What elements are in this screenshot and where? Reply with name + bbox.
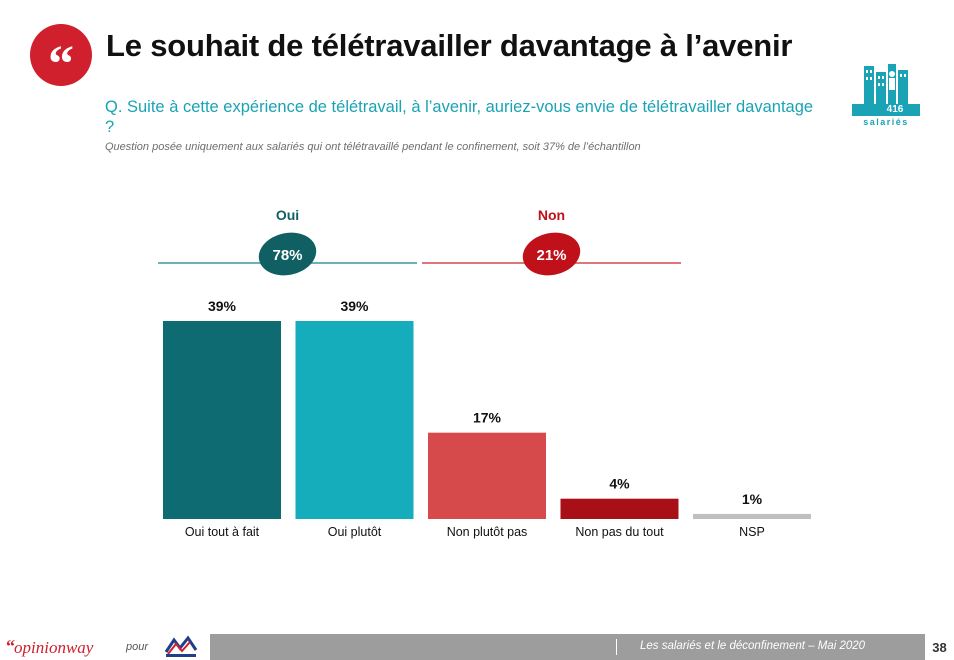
data-label-1: 39% <box>208 298 237 314</box>
sample-note: Question posée uniquement aux salariés q… <box>105 141 641 153</box>
bar-1 <box>163 321 281 519</box>
category-label-2: Oui plutôt <box>328 525 382 539</box>
brand-quote: “ <box>6 636 15 656</box>
group-total-1: 78% <box>272 247 302 264</box>
group-total-2: 21% <box>536 247 566 264</box>
building-people-icon <box>852 64 920 116</box>
sample-count: 416 <box>886 104 904 115</box>
bar-2 <box>295 321 414 519</box>
category-label-4: Non pas du tout <box>575 525 664 539</box>
footer-caption: Les salariés et le déconfinement – Mai 2… <box>640 640 866 652</box>
bar-4 <box>560 498 679 519</box>
group-total-ellipse-2 <box>522 232 581 276</box>
data-label-5: 1% <box>742 491 763 507</box>
quote-icon: “ <box>30 24 92 91</box>
bar-5 <box>693 513 811 519</box>
bar-chart: 39% Oui tout à fait 39% Oui plutôt 17% Non pl… <box>158 207 811 539</box>
data-label-4: 4% <box>609 476 630 492</box>
category-label-3: Non plutôt pas <box>447 525 528 539</box>
medef-logo <box>162 635 200 658</box>
footer-brand: “ opinionway pour <box>0 634 210 660</box>
bar-3 <box>428 432 546 519</box>
brand-name: opinionway <box>14 638 94 657</box>
page-title: Le souhait de télétravailler davantage à… <box>106 28 793 63</box>
survey-question: Q. Suite à cette expérience de télétrava… <box>105 98 814 136</box>
data-label-2: 39% <box>340 298 369 314</box>
group-total-ellipse-1 <box>258 232 317 276</box>
footer-separator <box>616 639 617 655</box>
sample-label: salariés <box>863 117 909 127</box>
group-label-2: Non <box>538 207 565 223</box>
category-label-5: NSP <box>739 525 765 539</box>
category-label-1: Oui tout à fait <box>185 525 260 539</box>
brand-pour: pour <box>126 641 149 653</box>
page-number: 38 <box>925 634 954 660</box>
group-label-1: Oui <box>276 207 299 223</box>
footer: “ opinionway pour Les salariés et le déc… <box>0 634 954 660</box>
data-label-3: 17% <box>473 410 502 426</box>
